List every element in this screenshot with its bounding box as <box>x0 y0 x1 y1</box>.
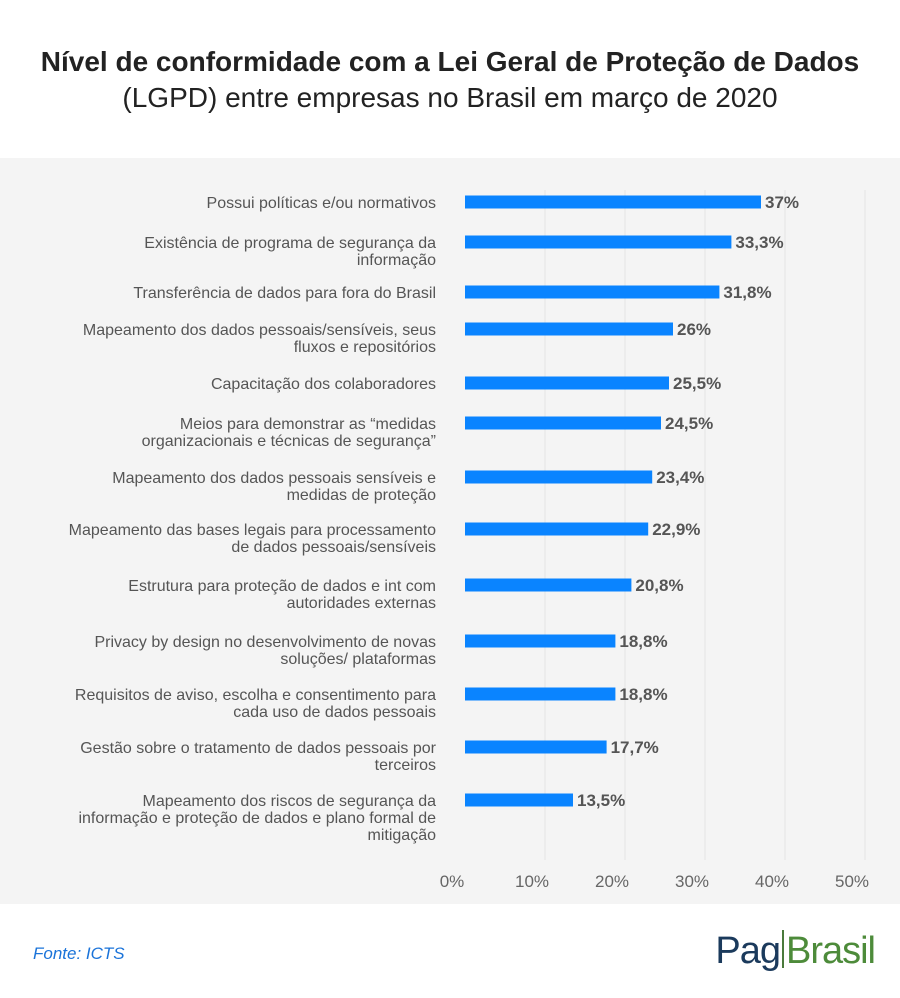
logo-pag: Pag <box>715 930 781 972</box>
value-label: 18,8% <box>619 685 667 704</box>
value-label: 13,5% <box>577 791 625 810</box>
bar <box>465 687 616 701</box>
bar <box>465 793 573 807</box>
title-bold: Nível de conformidade com a Lei Geral de… <box>40 46 860 77</box>
category-label: Gestão sobre o tratamento de dados pesso… <box>80 740 436 774</box>
bar <box>465 235 732 249</box>
value-label: 17,7% <box>611 738 659 757</box>
value-label: 25,5% <box>673 374 721 393</box>
category-label: Estrutura para proteção de dados e int c… <box>128 578 436 612</box>
chart-panel <box>0 158 900 904</box>
category-label: Meios para demonstrar as “medidas organiz… <box>142 416 436 450</box>
x-tick-label: 0% <box>440 872 465 891</box>
category-label: Requisitos de aviso, escolha e consentim… <box>75 687 436 721</box>
category-label: Mapeamento dos dados pessoais sensíveis … <box>112 470 436 504</box>
source-note: Fonte: ICTS <box>33 944 125 963</box>
category-label: Mapeamento dos riscos de segurança da inf… <box>78 793 436 844</box>
pagbrasil-logo: Pag Brasil <box>715 928 876 974</box>
bar <box>465 195 761 209</box>
bar <box>465 578 632 592</box>
category-label: Possui políticas e/ou normativos <box>207 195 436 212</box>
bar <box>465 522 649 536</box>
x-tick-label: 40% <box>755 872 789 891</box>
bar <box>465 740 607 754</box>
value-label: 20,8% <box>635 576 683 595</box>
category-label: Mapeamento das bases legais para process… <box>69 522 436 556</box>
bar <box>465 376 669 390</box>
category-label: Transferência de dados para fora do Bras… <box>133 285 436 302</box>
value-label: 37% <box>765 193 799 212</box>
bar <box>465 285 720 299</box>
value-label: 26% <box>677 320 711 339</box>
logo-brasil: Brasil <box>785 930 876 972</box>
value-label: 18,8% <box>619 632 667 651</box>
category-label: Capacitação dos colaboradores <box>211 376 436 393</box>
x-tick-label: 50% <box>835 872 869 891</box>
category-label: Mapeamento dos dados pessoais/sensíveis,… <box>83 322 436 356</box>
bar <box>465 470 653 484</box>
logo-separator <box>781 930 784 968</box>
category-label: Privacy by design no desenvolvimento de … <box>94 634 436 668</box>
value-label: 33,3% <box>735 233 783 252</box>
x-tick-label: 30% <box>675 872 709 891</box>
x-tick-label: 10% <box>515 872 549 891</box>
title-light: (LGPD) entre empresas no Brasil em março… <box>122 82 778 113</box>
value-label: 22,9% <box>652 520 700 539</box>
category-label: Existência de programa de segurança da in… <box>144 235 436 269</box>
chart-title: Nível de conformidade com a Lei Geral de… <box>0 44 900 116</box>
value-label: 31,8% <box>723 283 771 302</box>
bar <box>465 416 661 430</box>
bar <box>465 634 616 648</box>
bar <box>465 322 673 336</box>
x-tick-label: 20% <box>595 872 629 891</box>
value-label: 23,4% <box>656 468 704 487</box>
value-label: 24,5% <box>665 414 713 433</box>
